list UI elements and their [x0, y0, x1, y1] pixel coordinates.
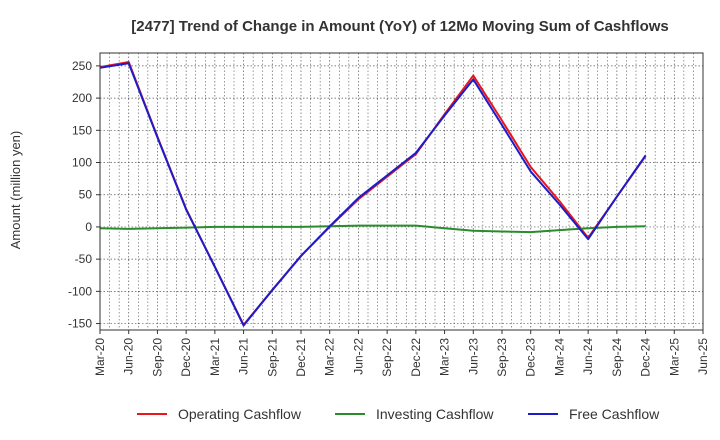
y-tick-label: -150 — [68, 317, 92, 331]
x-tick-label: Jun-20 — [122, 338, 136, 375]
x-tick-label: Mar-24 — [552, 338, 566, 376]
y-tick-label: 200 — [72, 91, 92, 105]
y-tick-label: -50 — [75, 252, 93, 266]
x-tick-label: Mar-22 — [323, 338, 337, 376]
legend: Operating Cashflow Investing Cashflow Free… — [137, 406, 660, 422]
legend-item: Operating Cashflow — [137, 406, 302, 422]
plot-frame — [99, 52, 704, 331]
y-axis-label: Amount (million yen) — [8, 131, 23, 250]
x-tick-label: Sep-22 — [380, 338, 394, 377]
x-tick-label: Dec-22 — [409, 338, 423, 377]
series-line-investing-cashflow — [99, 224, 646, 234]
series-line-operating-cashflow — [99, 61, 647, 326]
x-tick-label: Sep-21 — [265, 338, 279, 377]
y-tick-label: -100 — [68, 284, 92, 298]
y-tick-label: 50 — [79, 188, 93, 202]
grid — [99, 53, 704, 330]
x-tick-label: Jun-24 — [581, 338, 595, 375]
x-tick-label: Mar-21 — [208, 338, 222, 376]
x-tick-label: Jun-23 — [466, 338, 480, 375]
legend-label: Investing Cashflow — [376, 406, 494, 422]
x-tick-label: Dec-24 — [639, 338, 653, 377]
chart-title: [2477] Trend of Change in Amount (YoY) o… — [131, 18, 669, 35]
x-tick-label: Sep-20 — [150, 338, 164, 377]
x-tick-label: Mar-20 — [93, 338, 107, 376]
y-tick-label: 250 — [72, 59, 92, 73]
x-tick-label: Sep-23 — [495, 338, 509, 377]
x-tick-label: Sep-24 — [610, 338, 624, 377]
series-lines — [99, 61, 647, 327]
x-tick-label: Dec-23 — [524, 338, 538, 377]
legend-item: Free Cashflow — [528, 406, 660, 422]
legend-item: Investing Cashflow — [335, 406, 494, 422]
x-tick-label: Jun-21 — [237, 338, 251, 375]
y-tick-label: 0 — [85, 220, 92, 234]
x-tick-label: Dec-20 — [179, 338, 193, 377]
legend-label: Operating Cashflow — [178, 406, 302, 422]
x-tick-label: Mar-25 — [667, 338, 681, 376]
y-tick-label: 150 — [72, 123, 92, 137]
x-tick-label: Dec-21 — [294, 338, 308, 377]
x-tick-label: Mar-23 — [438, 338, 452, 376]
y-tick-label: 100 — [72, 156, 92, 170]
x-tick-label: Jun-25 — [696, 338, 710, 375]
x-axis: Mar-20 Jun-20 Sep-20 Dec-20 Mar-21 Jun-21 Sep-… — [93, 330, 710, 377]
y-axis: 250 200 150 100 50 0 -50 -100 -150 — [68, 59, 100, 331]
series-line-free-cashflow — [99, 62, 647, 327]
x-tick-label: Jun-22 — [351, 338, 365, 375]
legend-label: Free Cashflow — [569, 406, 660, 422]
